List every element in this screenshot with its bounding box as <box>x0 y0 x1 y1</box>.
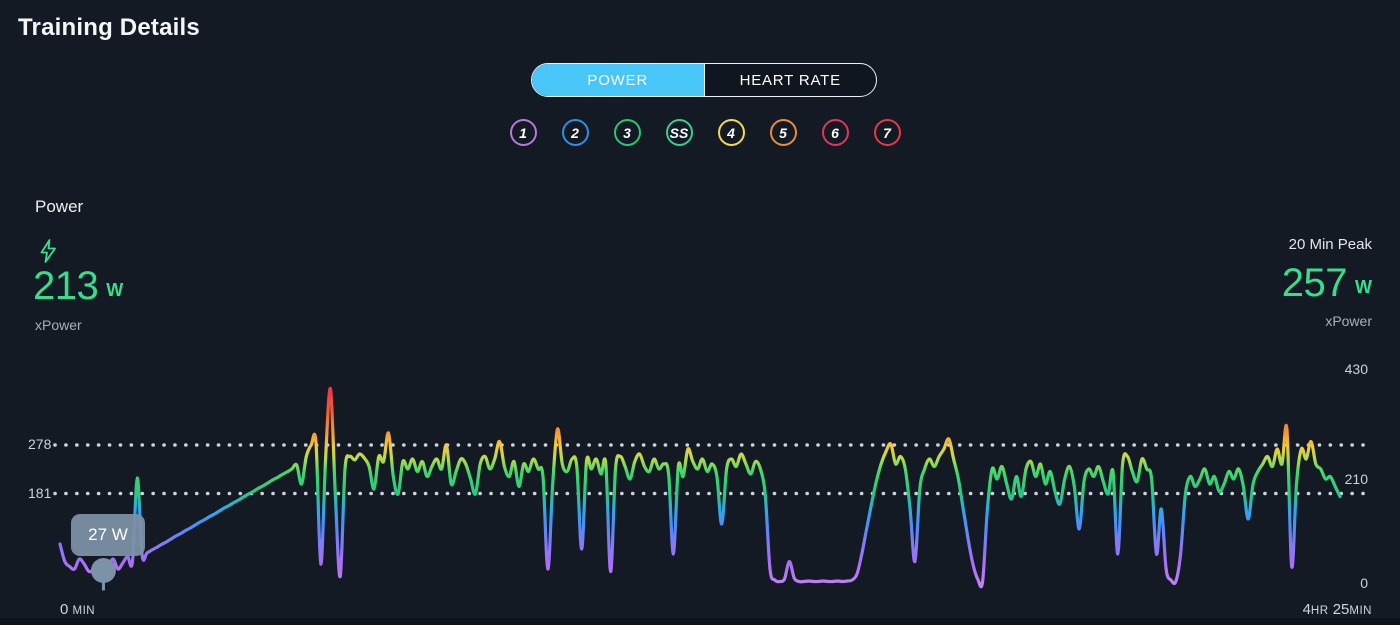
x-axis-start: 0 MIN <box>60 601 96 618</box>
xpower-value: 213 <box>33 264 99 308</box>
hover-marker <box>90 558 116 591</box>
lightning-icon <box>36 238 60 269</box>
right-axis-tick-210: 210 <box>1344 471 1368 487</box>
zone-badge-5[interactable]: 5 <box>769 119 797 146</box>
zone-badge-7[interactable]: 7 <box>873 119 901 146</box>
peak-value: 257 <box>1281 261 1348 305</box>
zone-badge-2[interactable]: 2 <box>561 119 589 146</box>
peak-unit: W <box>1355 277 1372 297</box>
dotted-gridlines <box>53 443 1374 496</box>
peak-title: 20 Min Peak <box>1288 236 1372 253</box>
power-line <box>58 387 1342 589</box>
right-axis-tick-430: 430 <box>1344 361 1368 377</box>
metric-segmented-control: POWER HEART RATE <box>531 63 877 97</box>
zone-badge-3[interactable]: 3 <box>613 119 641 146</box>
left-axis-tick-181: 181 <box>28 485 52 501</box>
xpower-stat: 213 W xPower <box>33 264 124 333</box>
zone-badge-1[interactable]: 1 <box>509 119 537 146</box>
x-axis-end: 4HR 25MIN <box>1302 601 1372 618</box>
page-title: Training Details <box>18 14 200 41</box>
right-axis-tick-0: 0 <box>1360 575 1368 591</box>
bottom-edge <box>0 618 1400 625</box>
zone-badge-4[interactable]: 4 <box>717 119 745 146</box>
chart-section-title: Power <box>35 197 84 216</box>
left-axis-tick-278: 278 <box>28 436 52 452</box>
xpower-unit: W <box>106 280 124 300</box>
zone-badge-ss[interactable]: SS <box>665 119 693 146</box>
peak-label: xPower <box>1325 313 1372 329</box>
zone-legend: 1 2 3 SS 4 5 6 7 <box>0 119 1400 146</box>
tab-heart-rate[interactable]: HEART RATE <box>703 64 877 96</box>
chart-tooltip: 27 W <box>71 514 145 556</box>
tab-power[interactable]: POWER <box>532 64 704 96</box>
zone-badge-6[interactable]: 6 <box>821 119 849 146</box>
peak-stat: 20 Min Peak 257 W xPower <box>1282 236 1372 329</box>
xpower-label: xPower <box>35 317 82 333</box>
